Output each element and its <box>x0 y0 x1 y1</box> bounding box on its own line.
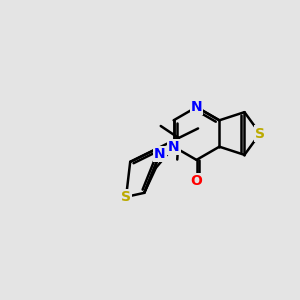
Text: S: S <box>255 127 265 140</box>
Text: N: N <box>154 147 166 161</box>
Text: N: N <box>191 100 202 114</box>
Text: S: S <box>121 190 131 204</box>
Text: N: N <box>168 140 179 154</box>
Text: O: O <box>190 174 202 188</box>
